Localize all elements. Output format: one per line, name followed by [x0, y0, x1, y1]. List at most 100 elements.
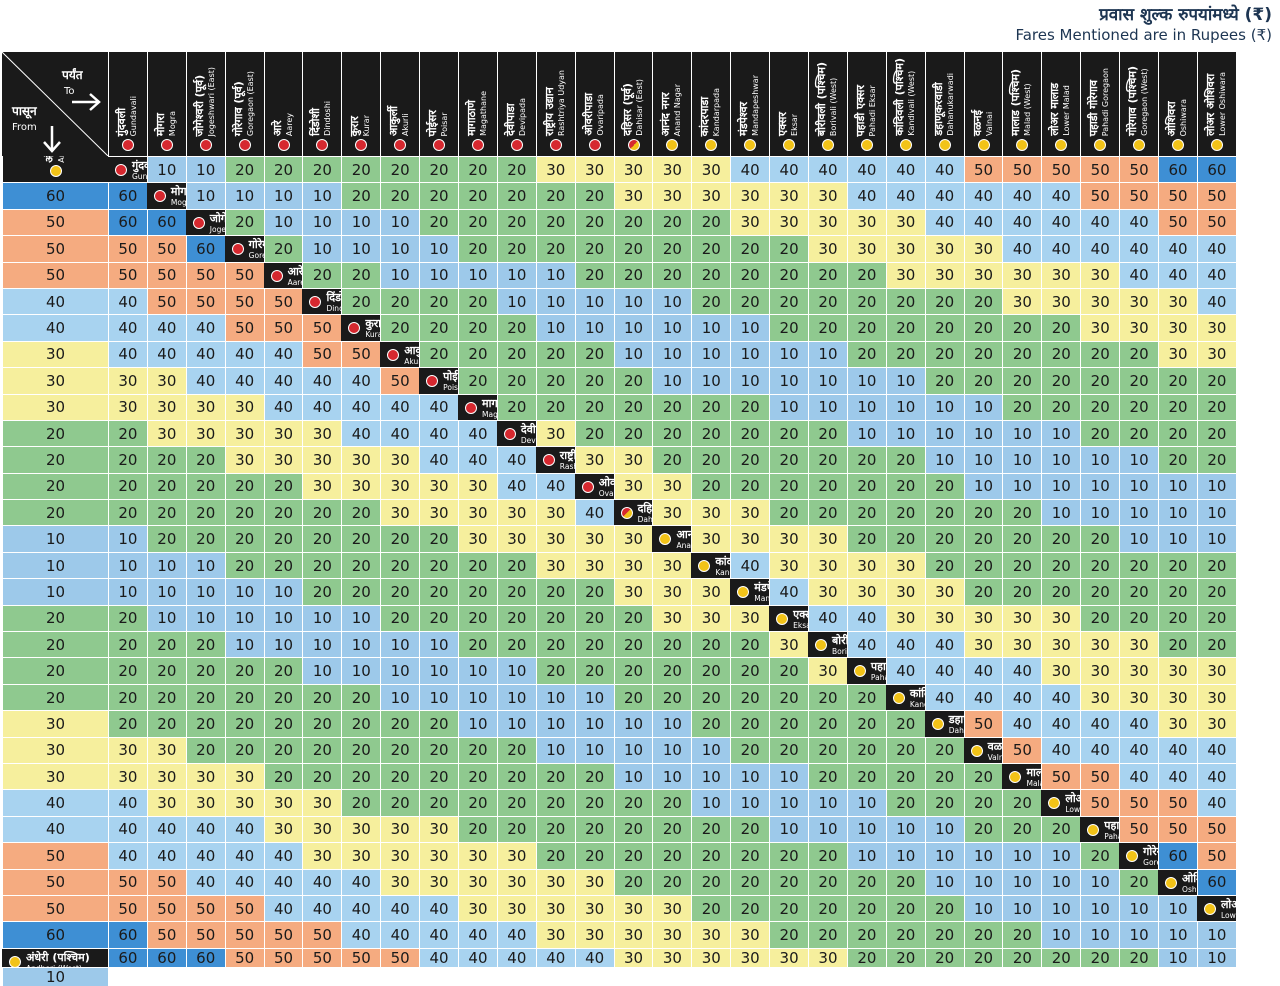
fare-cell: 20 [263, 551, 303, 579]
fare-cell: 20 [885, 921, 925, 948]
fare-cell: 50 [341, 947, 381, 967]
fare-cell: 20 [963, 287, 1003, 315]
fare-cell: 20 [846, 287, 886, 315]
fare-cell: 10 [924, 842, 964, 869]
fare-cell: 40 [1119, 235, 1159, 262]
column-header-station: वळनई Valnai [963, 52, 1003, 156]
fare-cell: 20 [535, 340, 575, 368]
fare-cell: 30 [419, 842, 459, 869]
yellow-line-station-icon [9, 955, 21, 967]
fare-cell: 50 [146, 261, 186, 288]
fare-cell: 30 [769, 182, 809, 209]
fare-cell: 40 [108, 340, 147, 368]
fare-cell: 20 [574, 631, 614, 658]
fare-cell: 60 [185, 947, 225, 967]
fare-cell: 40 [108, 789, 147, 816]
fare-cell: 30 [846, 235, 886, 262]
fare-cell: 20 [652, 683, 692, 711]
red-line-station-icon [465, 401, 478, 414]
fare-cell: 10 [769, 393, 809, 420]
column-header-station: मंडपेश्वर Mandapeshwar [730, 52, 770, 156]
column-header-station: कुरार Kurar [341, 52, 381, 156]
fare-cell: 20 [1158, 446, 1197, 473]
fare-cell: 10 [1002, 419, 1042, 447]
row-station-name-english: Dindoshi [326, 303, 341, 313]
fare-cell: 10 [652, 736, 692, 763]
fare-cell: 30 [730, 921, 770, 948]
fare-cell: 30 [263, 419, 303, 447]
yellow-line-station-icon [776, 612, 789, 625]
fare-cell: 10 [652, 314, 692, 341]
fare-cell: 20 [574, 815, 614, 843]
fare-cell: 10 [224, 604, 264, 632]
fare-cell: 20 [496, 208, 536, 236]
fare-cell: 30 [1080, 287, 1120, 315]
fare-cell: 30 [691, 947, 731, 967]
yellow-line-station-icon [705, 139, 718, 151]
fare-cell: 10 [846, 419, 886, 447]
fare-cell: 20 [302, 525, 342, 552]
fare-cell: 20 [691, 842, 731, 869]
fare-cell: 30 [691, 499, 731, 526]
fare-cell: 20 [496, 604, 536, 632]
fare-cell: 10 [302, 208, 342, 236]
fare-cell: 60 [108, 208, 147, 236]
fare-cell: 40 [1002, 235, 1042, 262]
fare-cell: 40 [846, 604, 886, 632]
fare-cell: 20 [613, 419, 653, 447]
fare-cell: 40 [108, 314, 147, 341]
fare-cell: 20 [691, 631, 731, 658]
fare-cell: 20 [574, 261, 614, 288]
column-station-name-marathi: मालाड (पश्चिम) [1009, 69, 1023, 136]
fare-cell: 10 [963, 419, 1003, 447]
fare-cell: 20 [458, 287, 497, 315]
red-line-station-icon [348, 322, 361, 335]
yellow-line-station-icon [977, 139, 990, 151]
fare-cell: 50 [108, 868, 147, 895]
fare-cell: 20 [535, 789, 575, 816]
row-station-name-marathi: ओवरीपाडा [598, 475, 614, 489]
fare-cell: 10 [419, 261, 459, 288]
row-station-name-english: Aarey [287, 277, 303, 287]
fare-cell: 50 [1119, 182, 1159, 209]
fare-cell: 10 [924, 393, 964, 420]
fare-cell: 30 [146, 367, 186, 394]
fare-cell: 10 [1196, 525, 1236, 552]
row-station-name-english: Mandapeshwar [754, 594, 770, 604]
fare-cell: 50 [2, 868, 108, 895]
fare-cell: 40 [808, 156, 847, 183]
fare-cell: 20 [1041, 393, 1081, 420]
fare-cell: 20 [496, 314, 536, 341]
fare-cell: 30 [1119, 314, 1159, 341]
fare-cell: 30 [108, 736, 147, 763]
fare-cell: 10 [108, 578, 147, 605]
fare-cell: 20 [496, 736, 536, 763]
fare-cell: 40 [1080, 736, 1120, 763]
fare-cell: 20 [1080, 393, 1120, 420]
fare-cell: 10 [574, 314, 614, 341]
fare-cell: 40 [419, 393, 459, 420]
red-line-station-icon [503, 427, 516, 440]
row-station-name-english: Rashtriya Udyan [559, 462, 575, 472]
fare-cell: 50 [2, 842, 108, 869]
fare-cell: 20 [419, 525, 459, 552]
fare-cell: 40 [535, 947, 575, 967]
column-station-name-marathi: वळनई [970, 110, 984, 136]
row-station-name-marathi: मोगरा [170, 185, 186, 199]
fare-cell: 30 [730, 525, 770, 552]
red-line-station-icon [549, 139, 562, 151]
fare-cell: 40 [1158, 762, 1197, 790]
fare-cell: 20 [846, 340, 886, 368]
fare-cell: 20 [730, 868, 770, 895]
row-station-name-english: Lower Oshiwara [1220, 910, 1236, 920]
fare-cell: 20 [652, 815, 692, 843]
fare-cell: 40 [419, 419, 459, 447]
fare-cell: 30 [730, 182, 770, 209]
row-header-station: ओशिवराOshiwara [1158, 868, 1197, 895]
fare-cell: 20 [146, 683, 186, 711]
fare-cell: 20 [535, 657, 575, 684]
fare-cell: 20 [496, 551, 536, 579]
fare-cell: 40 [1196, 235, 1236, 262]
fare-cell: 10 [1119, 446, 1159, 473]
